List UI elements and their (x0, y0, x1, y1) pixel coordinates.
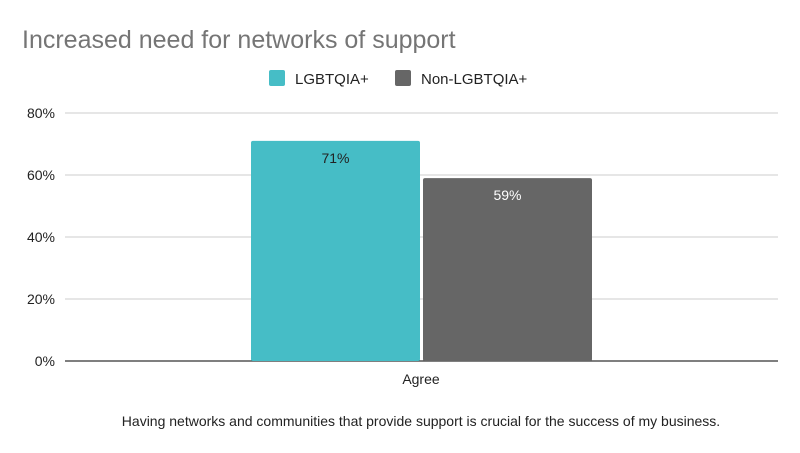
chart-title: Increased need for networks of support (22, 26, 456, 54)
legend-swatch (395, 70, 411, 86)
x-axis-title: Having networks and communities that pro… (122, 413, 720, 429)
legend-label: LGBTQIA+ (295, 71, 369, 88)
legend-swatch (269, 70, 285, 86)
bar-lgbtqia[interactable] (251, 140, 420, 361)
data-label: 71% (321, 150, 349, 166)
y-tick-label: 60% (27, 167, 55, 183)
x-tick-label: Agree (402, 371, 440, 387)
legend-label: Non-LGBTQIA+ (421, 71, 528, 88)
y-tick-label: 40% (27, 229, 55, 245)
y-tick-label: 80% (27, 105, 55, 121)
data-label: 59% (493, 187, 521, 203)
bar-non-lgbtqia[interactable] (423, 178, 592, 361)
y-tick-label: 0% (35, 353, 55, 369)
y-tick-label: 20% (27, 291, 55, 307)
